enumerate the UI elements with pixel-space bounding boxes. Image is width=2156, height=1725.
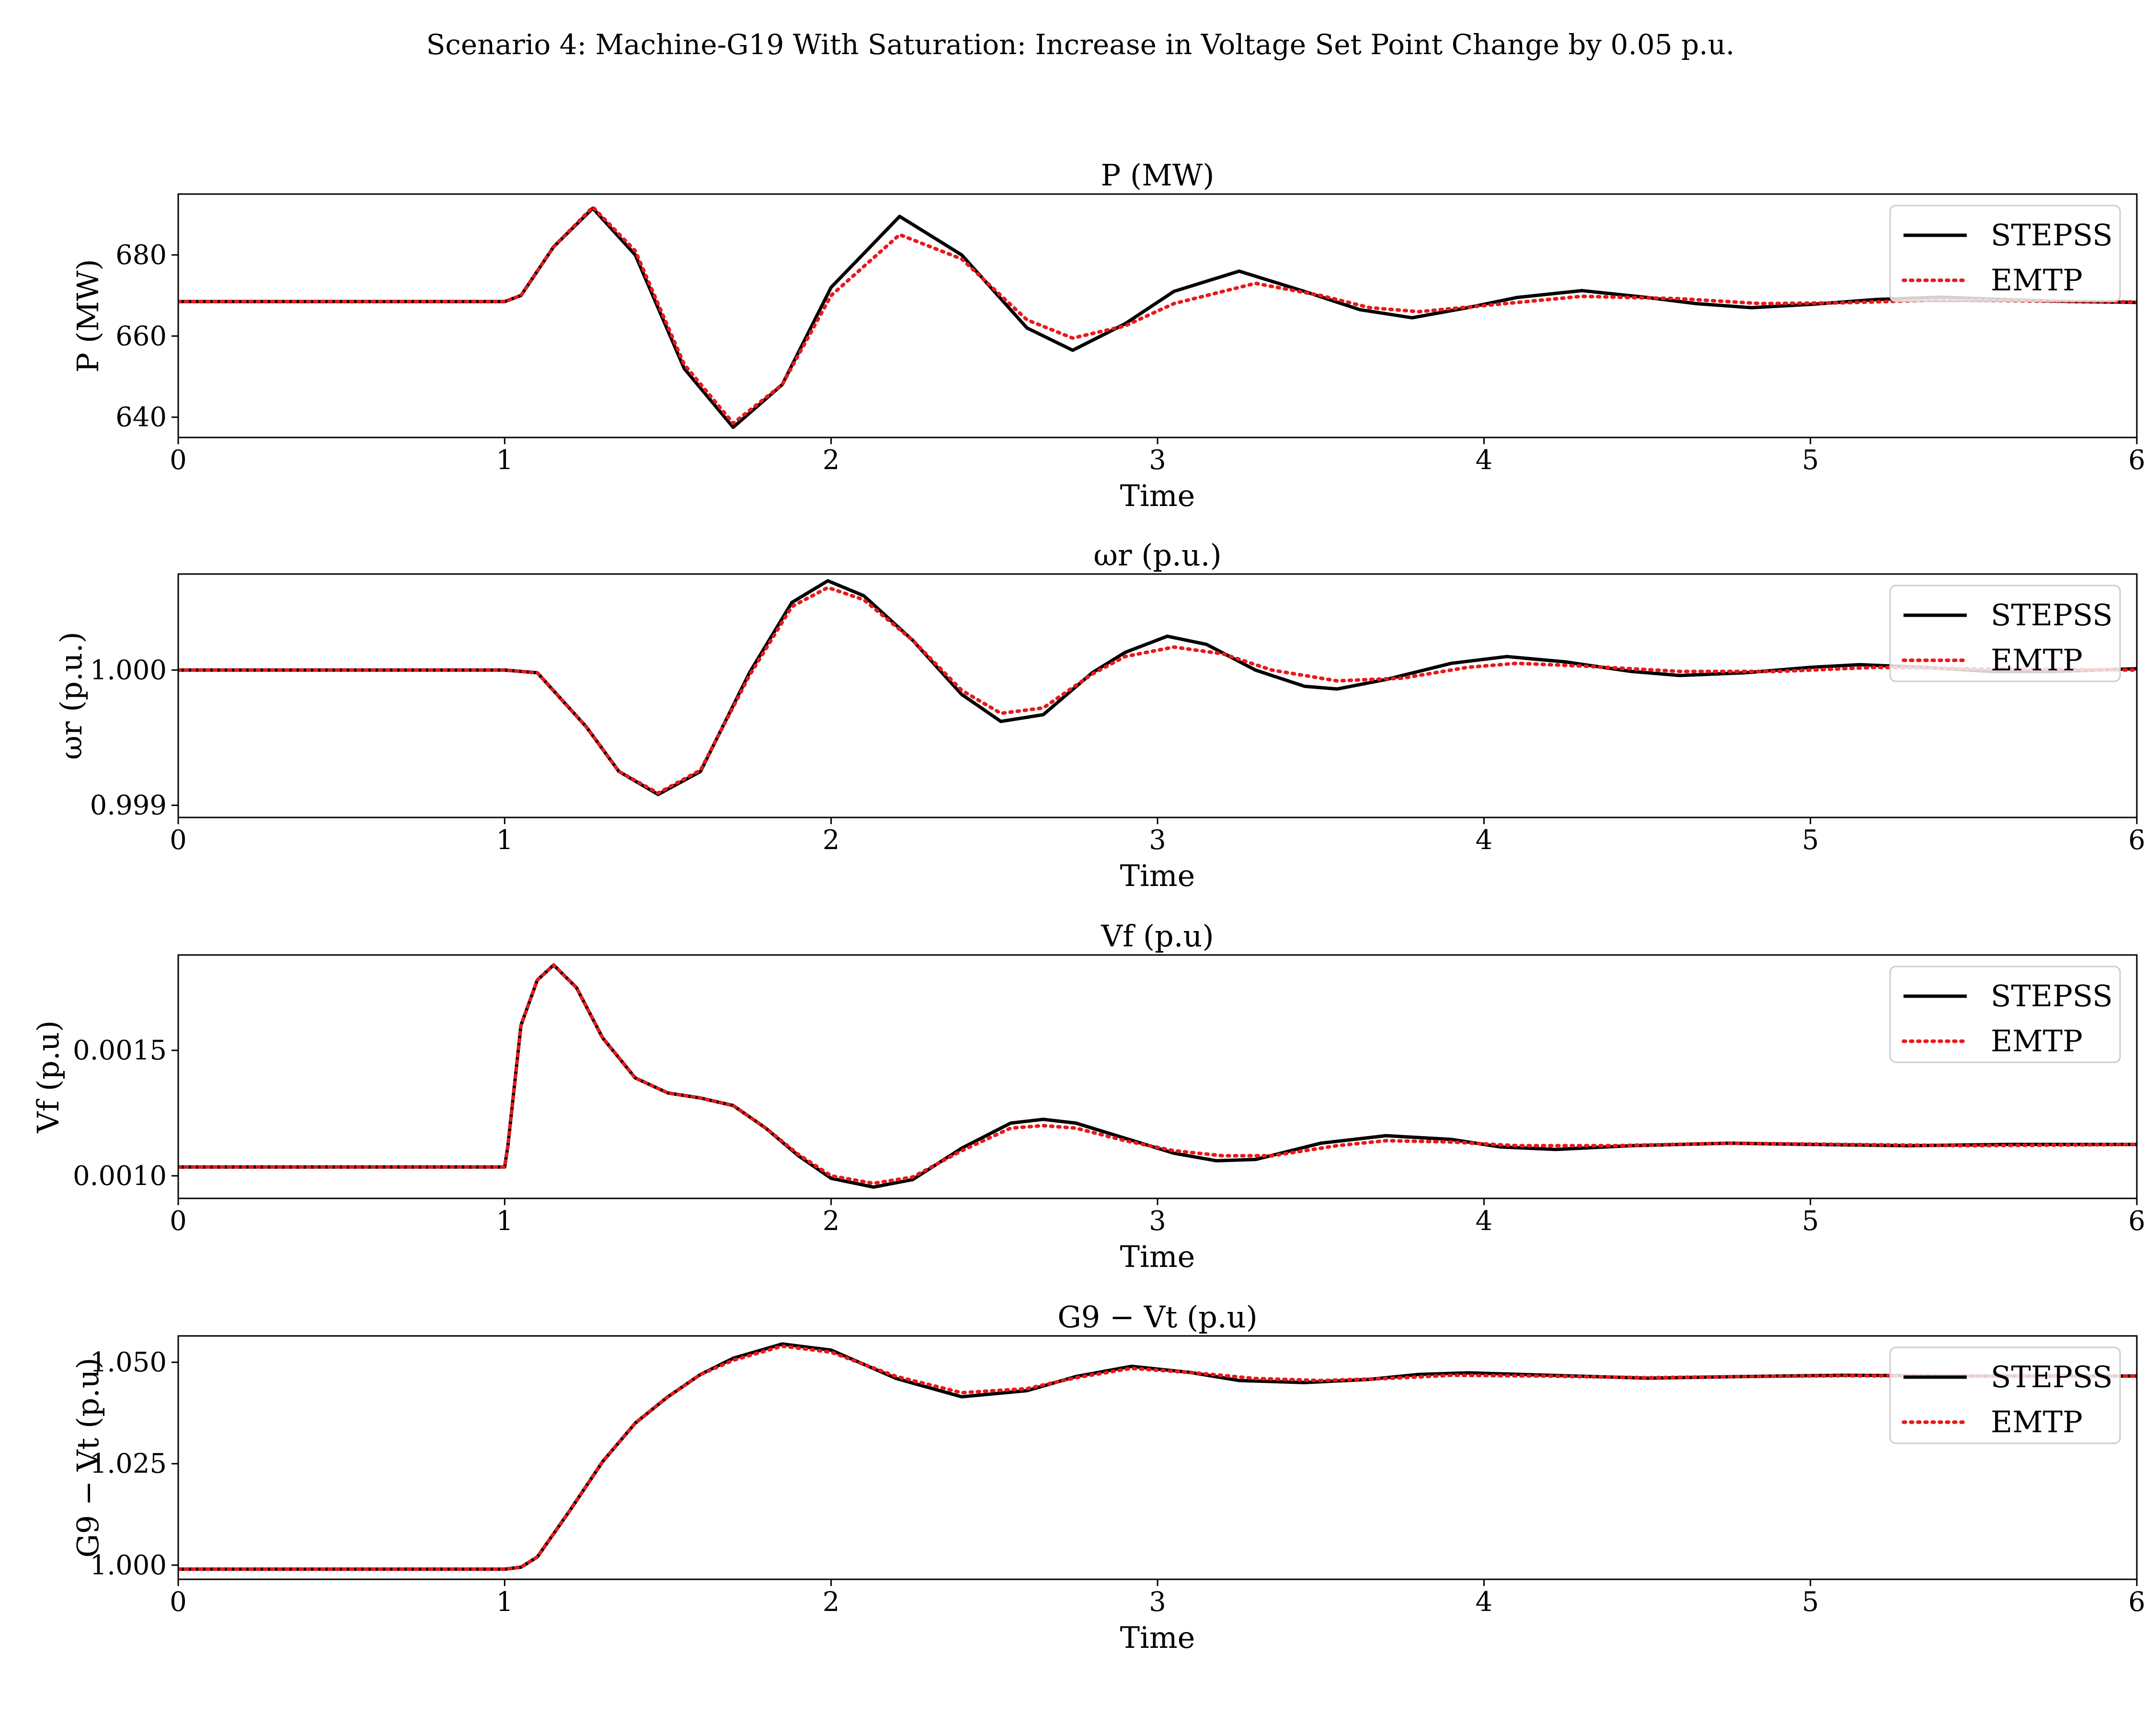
legend-label-emtp: EMTP [1991, 643, 2083, 678]
y-tick-label: 680 [115, 240, 167, 271]
legend-label-stepss: STEPSS [1991, 1359, 2113, 1394]
x-tick-label: 0 [170, 825, 187, 856]
y-axis-label: ωr (p.u.) [54, 632, 89, 759]
subplot-3: Vf (p.u) 0 1 2 3 4 5 6 0.0010 0.0015 Time Vf (p.u) S… [31, 919, 2145, 1274]
x-tick-label: 4 [1476, 1587, 1493, 1618]
y-tick-label: 1.000 [90, 1550, 167, 1581]
y-tick-label: 1.050 [90, 1347, 167, 1378]
legend-label-emtp: EMTP [1991, 263, 2083, 298]
x-tick-label: 3 [1149, 825, 1166, 856]
series-line-emtp [178, 963, 2137, 1185]
x-axis-label: Time [1120, 1239, 1195, 1274]
series-line-stepss [178, 963, 2137, 1189]
x-tick-label: 6 [2128, 1206, 2145, 1237]
x-tick-label: 3 [1149, 1206, 1166, 1237]
y-tick-label: 1.025 [90, 1449, 167, 1480]
x-tick-label: 1 [496, 1587, 514, 1618]
x-tick-label: 6 [2128, 1587, 2145, 1618]
y-tick-label: 1.000 [90, 655, 167, 686]
x-tick-label: 4 [1476, 1206, 1493, 1237]
series-line-emtp [178, 205, 2137, 426]
legend: STEPSS EMTP [1889, 205, 2121, 302]
legend: STEPSS EMTP [1889, 1346, 2121, 1444]
x-tick-label: 5 [1802, 825, 1819, 856]
legend-box [1889, 966, 2121, 1063]
x-tick-label: 2 [823, 445, 840, 476]
x-tick-label: 2 [823, 1587, 840, 1618]
legend-label-stepss: STEPSS [1991, 598, 2113, 632]
subplot-title: ωr (p.u.) [1093, 538, 1221, 573]
y-axis-label: G9 − Vt (p.u) [70, 1357, 105, 1557]
y-tick-label: 0.999 [90, 790, 167, 821]
x-tick-label: 0 [170, 1587, 187, 1618]
x-axis-label: Time [1120, 858, 1195, 893]
x-axis-label: Time [1120, 478, 1195, 513]
plot-frame [177, 1335, 2138, 1580]
series-group [178, 963, 2137, 1189]
figure-suptitle: Scenario 4: Machine-G19 With Saturation:… [426, 28, 1735, 61]
legend-box [1889, 1346, 2121, 1444]
y-tick-label: 0.0010 [73, 1161, 167, 1192]
legend-label-emtp: EMTP [1991, 1404, 2083, 1439]
x-tick-label: 4 [1476, 445, 1493, 476]
x-tick-label: 6 [2128, 825, 2145, 856]
legend: STEPSS EMTP [1889, 966, 2121, 1063]
plot-frame [177, 573, 2138, 818]
series-group [178, 205, 2137, 429]
subplot-title: Vf (p.u) [1101, 919, 1214, 954]
x-tick-label: 5 [1802, 1587, 1819, 1618]
x-tick-label: 1 [496, 1206, 514, 1237]
x-tick-label: 6 [2128, 445, 2145, 476]
x-tick-label: 1 [496, 445, 514, 476]
x-tick-label: 3 [1149, 1587, 1166, 1618]
x-tick-label: 5 [1802, 445, 1819, 476]
legend-label-emtp: EMTP [1991, 1024, 2083, 1058]
legend-label-stepss: STEPSS [1991, 218, 2113, 253]
legend-box [1889, 205, 2121, 302]
x-tick-label: 3 [1149, 445, 1166, 476]
legend-box [1889, 585, 2121, 682]
x-tick-label: 1 [496, 825, 514, 856]
subplot-2: ωr (p.u.) 0 1 2 3 4 5 6 0.999 1.000 Time ωr (p.u.) S… [54, 538, 2145, 893]
series-line-stepss [178, 1342, 2137, 1571]
series-line-emtp [178, 1344, 2137, 1571]
plot-frame [177, 954, 2138, 1199]
x-tick-label: 5 [1802, 1206, 1819, 1237]
legend-label-stepss: STEPSS [1991, 978, 2113, 1013]
x-tick-label: 2 [823, 1206, 840, 1237]
subplot-4: G9 − Vt (p.u) 0 1 2 3 4 5 6 1.000 1.025 1.050 Time G… [70, 1300, 2145, 1655]
y-tick-label: 0.0015 [73, 1035, 167, 1066]
x-tick-label: 4 [1476, 825, 1493, 856]
subplot-title: P (MW) [1101, 158, 1214, 193]
legend: STEPSS EMTP [1889, 585, 2121, 682]
x-axis-label: Time [1120, 1620, 1195, 1655]
series-group [178, 579, 2137, 796]
x-tick-label: 0 [170, 1206, 187, 1237]
series-line-stepss [178, 579, 2137, 796]
y-tick-label: 640 [115, 402, 167, 433]
y-tick-label: 660 [115, 321, 167, 352]
series-line-stepss [178, 207, 2137, 429]
plot-frame [177, 193, 2138, 438]
x-tick-label: 2 [823, 825, 840, 856]
subplot-1: P (MW) 0 1 2 3 4 5 6 640 660 680 Time P (MW) STEPSS EM… [70, 158, 2145, 513]
series-group [178, 1342, 2137, 1571]
subplot-title: G9 − Vt (p.u) [1057, 1300, 1257, 1334]
x-tick-label: 0 [170, 445, 187, 476]
y-axis-label: P (MW) [70, 259, 105, 372]
y-axis-label: Vf (p.u) [31, 1020, 66, 1133]
series-line-emtp [178, 586, 2137, 795]
